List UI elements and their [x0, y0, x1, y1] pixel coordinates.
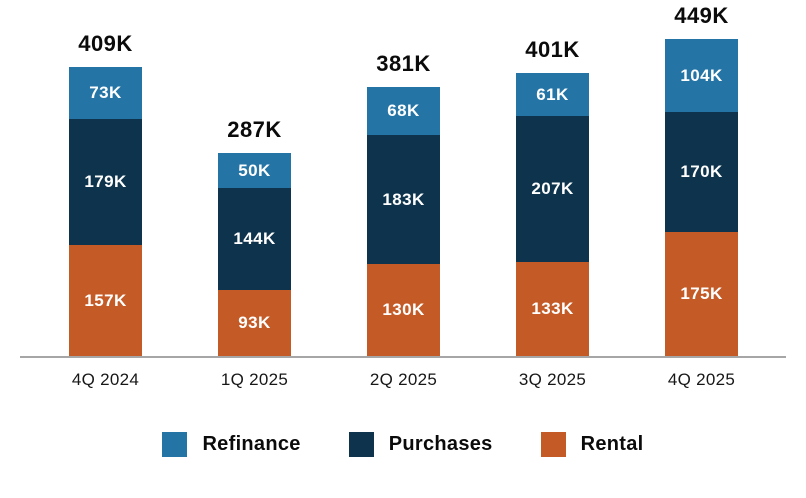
- plot-area: 409K 73K 179K 157K 287K 50K 144K 93K 381K 68K 183K…: [31, 3, 776, 356]
- bar-segment-rental: 93K: [218, 290, 291, 356]
- segment-value-label: 61K: [536, 84, 569, 104]
- segment-value-label: 104K: [680, 65, 723, 85]
- bar-segment-refinance: 61K: [516, 73, 589, 116]
- x-axis-labels: 4Q 2024 1Q 2025 2Q 2025 3Q 2025 4Q 2025: [0, 370, 806, 390]
- segment-value-label: 170K: [680, 162, 723, 181]
- bar-column: 287K 50K 144K 93K: [180, 117, 329, 356]
- bar-segment-refinance: 73K: [69, 67, 142, 119]
- legend-label: Refinance: [202, 433, 301, 455]
- bar-column: 409K 73K 179K 157K: [31, 31, 180, 356]
- segment-value-label: 130K: [382, 300, 425, 319]
- x-axis-label: 2Q 2025: [369, 370, 438, 389]
- x-axis-label: 1Q 2025: [220, 370, 289, 389]
- segment-value-label: 175K: [680, 284, 723, 303]
- segment-value-label: 50K: [238, 160, 271, 180]
- bar-segment-rental: 133K: [516, 262, 589, 356]
- bar-stack: 73K 179K 157K: [69, 67, 142, 356]
- chart-legend: Refinance Purchases Rental: [0, 432, 806, 457]
- legend-label: Purchases: [388, 433, 493, 455]
- bar-segment-rental: 130K: [367, 264, 440, 356]
- bar-column: 381K 68K 183K 130K: [329, 51, 478, 356]
- bar-segment-refinance: 68K: [367, 87, 440, 135]
- segment-value-label: 133K: [531, 299, 574, 318]
- bar-segment-purchases: 144K: [218, 188, 291, 290]
- segment-value-label: 144K: [233, 229, 276, 248]
- x-axis-label: 4Q 2024: [71, 370, 140, 389]
- bar-total-label: 381K: [376, 51, 431, 76]
- x-axis-label: 3Q 2025: [518, 370, 587, 389]
- bar-total-label: 287K: [227, 117, 282, 142]
- bar-stack: 61K 207K 133K: [516, 73, 589, 356]
- bar-segment-purchases: 179K: [69, 119, 142, 245]
- legend-item-purchases: Purchases: [348, 432, 493, 457]
- x-axis-label: 4Q 2025: [667, 370, 736, 389]
- segment-value-label: 93K: [238, 313, 271, 332]
- bar-column: 449K 104K 170K 175K: [627, 3, 776, 356]
- legend-swatch-icon: [162, 432, 188, 457]
- bar-segment-refinance: 104K: [665, 39, 738, 112]
- segment-value-label: 207K: [531, 179, 574, 198]
- segment-value-label: 183K: [382, 189, 425, 209]
- bar-segment-purchases: 207K: [516, 116, 589, 262]
- bar-total-label: 449K: [674, 3, 729, 28]
- bar-stack: 68K 183K 130K: [367, 87, 440, 356]
- bar-stack: 104K 170K 175K: [665, 39, 738, 356]
- bar-segment-refinance: 50K: [218, 153, 291, 188]
- x-axis-line: [20, 356, 786, 358]
- legend-swatch-icon: [348, 432, 374, 457]
- bar-column: 401K 61K 207K 133K: [478, 37, 627, 356]
- legend-label: Rental: [580, 433, 644, 455]
- bar-segment-rental: 175K: [665, 232, 738, 356]
- legend-item-refinance: Refinance: [162, 432, 300, 457]
- bar-total-label: 409K: [78, 31, 133, 56]
- segment-value-label: 179K: [84, 172, 127, 191]
- bar-stack: 50K 144K 93K: [218, 153, 291, 356]
- bar-total-label: 401K: [525, 37, 580, 62]
- segment-value-label: 157K: [84, 290, 127, 310]
- legend-item-rental: Rental: [540, 432, 644, 457]
- bar-segment-purchases: 170K: [665, 112, 738, 232]
- legend-swatch-icon: [540, 432, 566, 457]
- bar-segment-purchases: 183K: [367, 135, 440, 264]
- segment-value-label: 68K: [387, 101, 420, 120]
- segment-value-label: 73K: [89, 83, 122, 102]
- bar-segment-rental: 157K: [69, 245, 142, 356]
